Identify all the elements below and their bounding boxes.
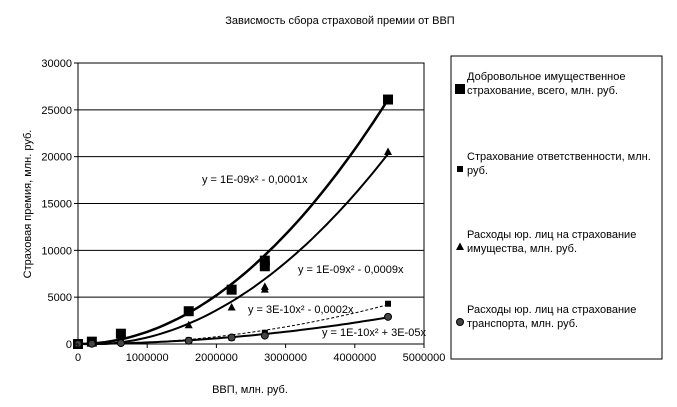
trendline-equation-4: y = 1E-10x² + 3E-05x (322, 327, 426, 339)
data-point-series-1 (115, 328, 126, 339)
data-point-series-3 (227, 302, 236, 311)
trendline-2 (78, 151, 391, 345)
y-tick-label: 30000 (41, 58, 72, 70)
data-point-series-3 (184, 320, 193, 329)
legend-box (450, 55, 663, 360)
legend-marker-4 (456, 318, 464, 326)
x-tick-label: 1000000 (126, 352, 169, 364)
legend-label-3: Расходы юр. лиц на страхование имущества,… (467, 229, 636, 255)
y-tick-label: 5000 (48, 292, 72, 304)
trendline-equations: y = 1E-09x² - 0,0001x y = 1E-09x² - 0,000… (202, 174, 426, 339)
trendline-equation-1: y = 1E-09x² - 0,0001x (202, 174, 308, 186)
data-point-series-3 (260, 285, 269, 293)
y-tick-label: 25000 (41, 105, 72, 117)
x-tick-label: 0 (75, 352, 81, 364)
y-tick-label: 20000 (41, 152, 72, 164)
data-point-series-1 (183, 306, 194, 317)
trendline-equation-2: y = 1E-09x² - 0,0009x (298, 264, 404, 276)
legend-marker-2 (457, 166, 463, 172)
x-axis-ticks: 0 1000000 2000000 3000000 4000000 5000000 (75, 344, 445, 364)
y-tick-label: 15000 (41, 199, 72, 211)
legend: Добровольное имущественное страхование, в… (450, 55, 663, 360)
x-tick-label: 3000000 (264, 352, 307, 364)
legend-marker-3 (456, 242, 464, 250)
trendline-equation-3: y = 3E-10x² - 0,0002x (248, 304, 354, 316)
y-axis-label: Страховая премия, млн. руб. (22, 130, 34, 279)
data-point-series-4 (384, 312, 393, 321)
y-axis-ticks: 0 5000 10000 15000 20000 25000 30000 (41, 58, 78, 351)
x-tick-label: 5000000 (403, 352, 446, 364)
x-axis-label: ВВП, млн. руб. (212, 384, 288, 396)
data-point-series-4 (116, 339, 125, 348)
data-point-series-2 (385, 300, 392, 307)
y-tick-label: 10000 (41, 245, 72, 257)
data-point-series-1 (226, 284, 237, 295)
data-point-series-4 (87, 339, 96, 348)
chart-title: Зависмость сбора страховой премии от ВВП (225, 15, 455, 27)
data-point-series-1 (383, 94, 394, 105)
legend-marker-1 (455, 84, 465, 94)
legend-label-2: Страхование ответственности, млн. руб. (467, 151, 651, 177)
x-tick-label: 2000000 (195, 352, 238, 364)
data-point-series-1 (259, 261, 270, 272)
data-point-series-1 (259, 255, 270, 266)
data-point-series-3 (384, 147, 393, 155)
legend-label-1: Добровольное имущественное страхование, в… (467, 71, 625, 97)
gridlines (78, 109, 424, 298)
y-tick-label: 0 (66, 339, 72, 351)
data-point-series-4 (184, 336, 193, 345)
data-point-series-4 (227, 333, 236, 342)
data-point-series-4 (260, 331, 269, 340)
x-tick-label: 4000000 (333, 352, 376, 364)
legend-label-4: Расходы юр. лиц на страхование транспорта… (467, 304, 636, 330)
trendline-1 (77, 96, 391, 346)
